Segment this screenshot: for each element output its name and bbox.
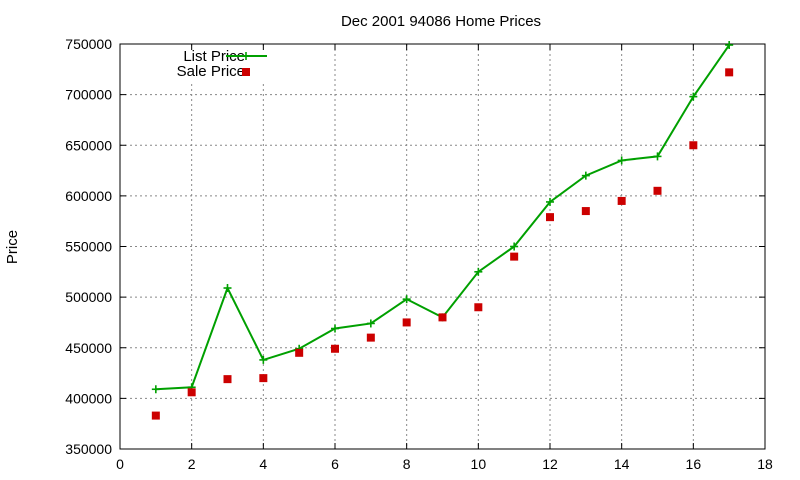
legend-list-price-marker bbox=[242, 52, 250, 60]
sale-price-point bbox=[725, 68, 734, 77]
list-price-point bbox=[653, 152, 662, 161]
list-price-line bbox=[155, 44, 730, 391]
sale-price-point bbox=[259, 374, 268, 383]
sale-price-point bbox=[617, 196, 626, 205]
sale-price-point bbox=[653, 186, 662, 195]
y-tick-label: 400000 bbox=[65, 390, 112, 406]
list-price-point bbox=[151, 385, 160, 394]
sale-price-point bbox=[510, 252, 519, 261]
legend-list-price-sample bbox=[226, 52, 267, 60]
list-price-point bbox=[617, 156, 626, 165]
x-tick-label: 14 bbox=[614, 456, 630, 472]
list-price-point bbox=[510, 242, 519, 251]
sale-price-point bbox=[151, 411, 160, 420]
series bbox=[151, 41, 734, 420]
legend-list-price-label: List Price bbox=[183, 48, 245, 65]
y-tick-label: 650000 bbox=[65, 137, 112, 153]
series-list-price bbox=[151, 41, 734, 394]
grid bbox=[120, 44, 765, 449]
sale-price-point bbox=[187, 388, 196, 397]
list-price-point bbox=[689, 92, 698, 101]
x-tick-label: 6 bbox=[331, 456, 339, 472]
list-price-point bbox=[223, 284, 232, 293]
y-tick-label: 450000 bbox=[65, 340, 112, 356]
sale-price-point bbox=[331, 344, 339, 353]
sale-price-point bbox=[295, 348, 304, 357]
y-tick-label: 350000 bbox=[65, 441, 112, 457]
legend: List Price Sale Price bbox=[177, 48, 267, 80]
y-tick-label: 500000 bbox=[65, 289, 112, 305]
list-price-point bbox=[546, 197, 554, 206]
legend-sale-price-label: Sale Price bbox=[177, 63, 245, 80]
list-price-point bbox=[259, 355, 268, 364]
y-tick-label: 600000 bbox=[65, 188, 112, 204]
chart-title: Dec 2001 94086 Home Prices bbox=[341, 13, 541, 30]
legend-background bbox=[140, 47, 274, 81]
sale-price-point bbox=[402, 318, 411, 327]
sale-price-point bbox=[366, 333, 375, 342]
x-tick-label: 8 bbox=[403, 456, 411, 472]
axes: 0 2 4 6 8 10 12 14 16 18 350000 400000 450000 500000 5… bbox=[65, 36, 773, 472]
sale-price-point bbox=[689, 141, 698, 150]
x-tick-label: 0 bbox=[116, 456, 124, 472]
sale-price-point bbox=[438, 313, 447, 322]
legend-sale-price-marker bbox=[242, 68, 250, 76]
legend-sale-price-sample bbox=[242, 68, 250, 76]
x-tick-label: 2 bbox=[188, 456, 196, 472]
list-price-point bbox=[581, 171, 590, 180]
y-axis-label: Price bbox=[4, 230, 21, 264]
list-price-point bbox=[402, 295, 411, 304]
sale-price-point bbox=[474, 303, 483, 312]
list-price-point bbox=[366, 319, 375, 328]
x-tick-label: 12 bbox=[542, 456, 558, 472]
list-price-point bbox=[474, 267, 483, 276]
x-tick-label: 18 bbox=[757, 456, 773, 472]
sale-price-point bbox=[223, 375, 232, 384]
list-price-point bbox=[331, 324, 339, 333]
y-tick-label: 700000 bbox=[65, 87, 112, 103]
sale-price-point bbox=[546, 213, 554, 222]
y-tick-label: 550000 bbox=[65, 239, 112, 255]
y-tick-label: 750000 bbox=[65, 36, 112, 52]
series-sale-price bbox=[151, 68, 734, 420]
x-tick-label: 16 bbox=[686, 456, 702, 472]
x-tick-label: 4 bbox=[259, 456, 267, 472]
list-price-point bbox=[725, 41, 734, 50]
x-tick-label: 10 bbox=[471, 456, 487, 472]
sale-price-point bbox=[581, 207, 590, 216]
